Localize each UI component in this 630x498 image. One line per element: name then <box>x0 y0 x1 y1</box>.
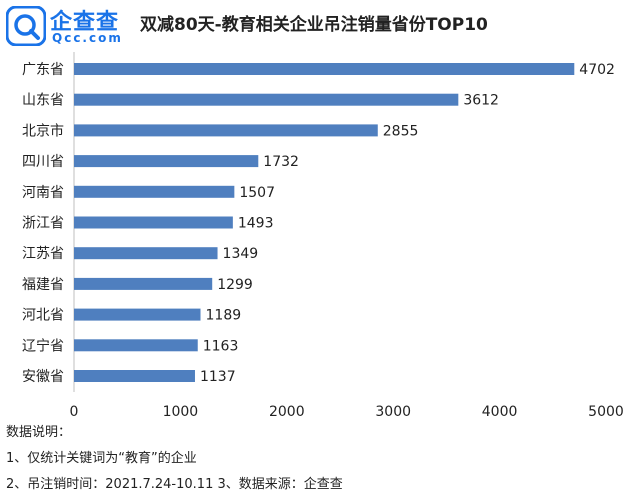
bar <box>74 370 195 382</box>
data-label: 1299 <box>217 277 253 293</box>
data-label: 2855 <box>383 123 419 139</box>
logo-text-cn: 企查查 <box>50 10 120 35</box>
bar <box>74 247 218 260</box>
x-tick-label: 5000 <box>588 404 624 420</box>
notes-line-2: 2、吊注销时间：2021.7.24-10.11 3、数据来源：企查查 <box>6 477 343 492</box>
category-label: 安徽省 <box>22 369 64 385</box>
bar <box>74 277 213 290</box>
notes-heading: 数据说明： <box>6 425 72 440</box>
x-tick-label: 1000 <box>163 404 199 420</box>
qcc-logo-icon <box>6 6 46 46</box>
data-notes: 数据说明： 1、仅统计关键词为“教育”的企业 2、吊注销时间：2021.7.24… <box>6 420 343 498</box>
data-label: 1349 <box>223 246 259 262</box>
data-label: 1137 <box>200 369 236 385</box>
data-label: 3612 <box>463 93 499 109</box>
category-label: 福建省 <box>22 277 64 293</box>
category-label: 浙江省 <box>22 216 64 232</box>
notes-line-1: 1、仅统计关键词为“教育”的企业 <box>6 451 197 466</box>
qcc-logo: 企查查 Qcc.com <box>6 4 146 48</box>
bar <box>74 339 198 352</box>
bar <box>74 93 459 106</box>
chart-axes: 0 1000 2000 3000 4000 5000 <box>70 52 624 420</box>
bar <box>74 185 235 198</box>
category-label: 河南省 <box>22 185 64 201</box>
chart-bars <box>74 63 575 382</box>
x-tick-label: 4000 <box>482 404 518 420</box>
x-tick-label: 3000 <box>375 404 411 420</box>
bar <box>74 155 259 168</box>
bar-chart: 0 1000 2000 3000 4000 5000 广东省 4702 山东省 3612 北京市 2… <box>22 52 624 420</box>
chart-title: 双减80天-教育相关企业吊注销量省份TOP10 <box>140 15 488 35</box>
category-label: 河北省 <box>22 308 64 324</box>
category-label: 广东省 <box>22 62 64 78</box>
category-label: 北京市 <box>22 122 64 139</box>
bar <box>74 216 233 229</box>
category-label: 辽宁省 <box>22 337 64 354</box>
data-label: 1732 <box>263 154 299 170</box>
chart-labels: 广东省 4702 山东省 3612 北京市 2855 四川省 1732 河南省 1507 浙江省 14… <box>22 62 615 385</box>
bar <box>74 124 378 137</box>
x-tick-label: 2000 <box>269 404 305 420</box>
category-label: 山东省 <box>22 93 64 109</box>
logo-text-en: Qcc.com <box>52 31 123 45</box>
data-label: 1507 <box>239 185 275 201</box>
data-label: 1163 <box>203 338 239 354</box>
category-label: 江苏省 <box>22 246 64 262</box>
category-label: 四川省 <box>22 154 64 170</box>
bar <box>74 63 575 75</box>
data-label: 1493 <box>238 216 274 232</box>
data-label: 4702 <box>579 62 615 78</box>
x-tick-label: 0 <box>70 404 79 420</box>
bar <box>74 308 201 321</box>
data-label: 1189 <box>206 308 242 324</box>
